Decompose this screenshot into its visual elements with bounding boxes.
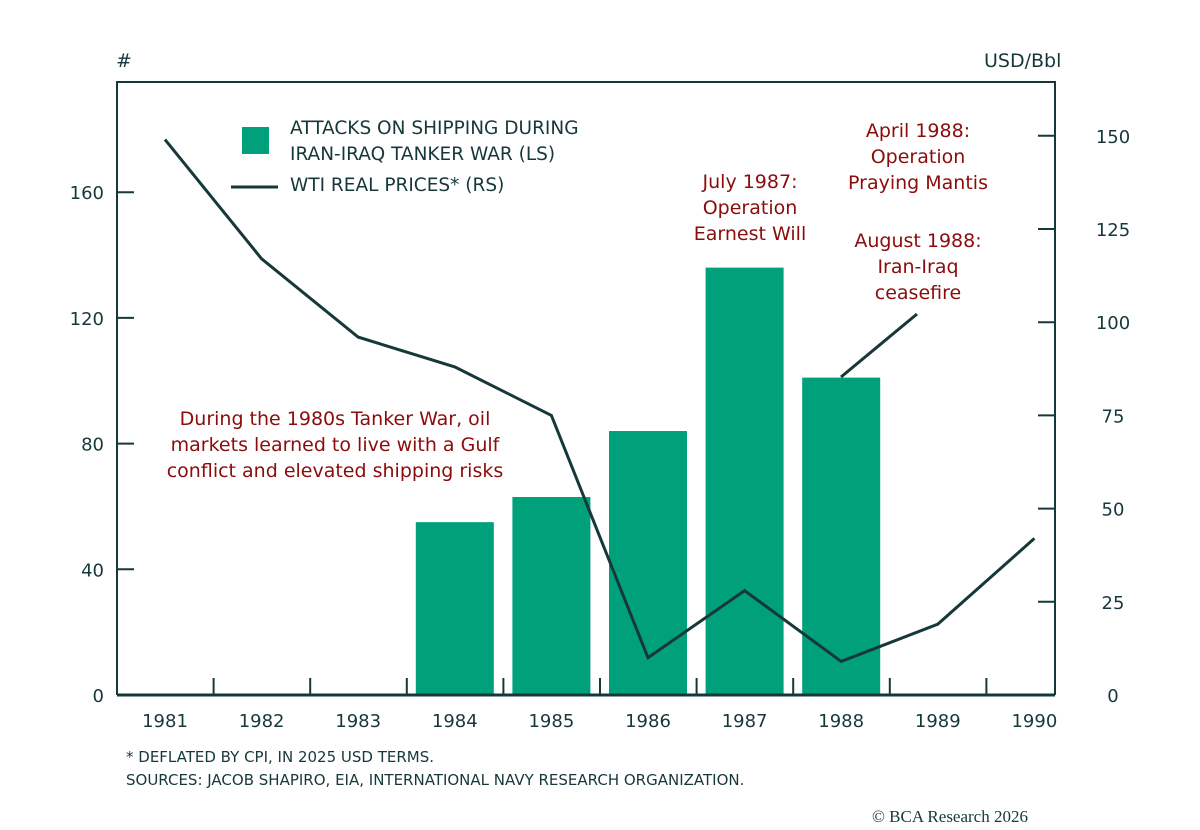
- annotation-summary: During the 1980s Tanker War, oil markets…: [120, 406, 550, 484]
- annotation-august-1988: August 1988: Iran-Iraq ceasefire: [818, 228, 1018, 306]
- x-tick-label: 1984: [432, 711, 478, 732]
- bar-1984: [415, 522, 494, 695]
- left-tick-label: 120: [70, 309, 104, 330]
- x-tick-label: 1990: [1011, 711, 1057, 732]
- left-tick-label: 40: [81, 560, 104, 581]
- right-tick-label: 150: [1096, 127, 1130, 148]
- left-axis-label: #: [116, 50, 132, 72]
- annotation-line: Earnest Will: [693, 223, 807, 245]
- annotation-line: Operation: [870, 146, 966, 168]
- legend-bar-swatch: [242, 127, 269, 154]
- legend-bar-label-line1: ATTACKS ON SHIPPING DURING: [290, 118, 579, 139]
- right-axis-label: USD/Bbl: [984, 50, 1062, 72]
- ceasefire-pointer: [840, 312, 918, 379]
- plot-frame: [116, 81, 1056, 695]
- annotation-line: markets learned to live with a Gulf: [170, 434, 500, 456]
- annotation-line: August 1988:: [854, 230, 982, 252]
- bar-1986: [609, 431, 687, 695]
- right-tick-label: 125: [1096, 220, 1130, 241]
- annotation-line: April 1988:: [865, 120, 971, 142]
- right-tick-label: 25: [1102, 593, 1125, 614]
- bar-1988: [802, 377, 881, 695]
- x-tick-label: 1982: [239, 711, 285, 732]
- annotation-line: Iran-Iraq: [877, 256, 959, 278]
- wti-line: [163, 138, 1036, 664]
- right-tick-label: 75: [1102, 406, 1125, 427]
- x-tick-label: 1986: [625, 711, 671, 732]
- x-tick-label: 1989: [915, 711, 961, 732]
- x-tick-label: 1983: [335, 711, 381, 732]
- annotation-april-1988: April 1988: Operation Praying Mantis: [818, 118, 1018, 196]
- legend-bar-label-line2: IRAN-IRAQ TANKER WAR (LS): [290, 144, 556, 165]
- annotation-line: conflict and elevated shipping risks: [166, 460, 504, 482]
- annotation-line: ceasefire: [874, 282, 962, 304]
- x-tick-label: 1985: [528, 711, 574, 732]
- annotation-july-1987: July 1987: Operation Earnest Will: [660, 169, 840, 247]
- left-tick-label: 80: [81, 435, 104, 456]
- bar-1987: [705, 267, 784, 695]
- bar-1985: [512, 497, 591, 695]
- footnote-sources: SOURCES: JACOB SHAPIRO, EIA, INTERNATION…: [126, 771, 745, 789]
- right-tick-label: 0: [1107, 686, 1118, 707]
- x-tick-label: 1987: [722, 711, 768, 732]
- legend-line-label: WTI REAL PRICES* (RS): [290, 175, 505, 196]
- copyright: © BCA Research 2026: [872, 807, 1028, 826]
- annotation-line: Operation: [702, 197, 798, 219]
- x-tick-label: 1988: [818, 711, 864, 732]
- left-tick-label: 0: [93, 686, 104, 707]
- annotation-line: Praying Mantis: [848, 172, 988, 194]
- right-tick-label: 100: [1096, 313, 1130, 334]
- annotation-line: During the 1980s Tanker War, oil: [179, 408, 491, 430]
- x-tick-label: 1981: [142, 711, 188, 732]
- left-tick-label: 160: [70, 183, 104, 204]
- annotation-line: July 1987:: [702, 171, 798, 193]
- right-tick-label: 50: [1102, 500, 1125, 521]
- footnote-deflated: * DEFLATED BY CPI, IN 2025 USD TERMS.: [126, 748, 435, 766]
- legend-bar-label: ATTACKS ON SHIPPING DURING IRAN-IRAQ TAN…: [290, 116, 579, 168]
